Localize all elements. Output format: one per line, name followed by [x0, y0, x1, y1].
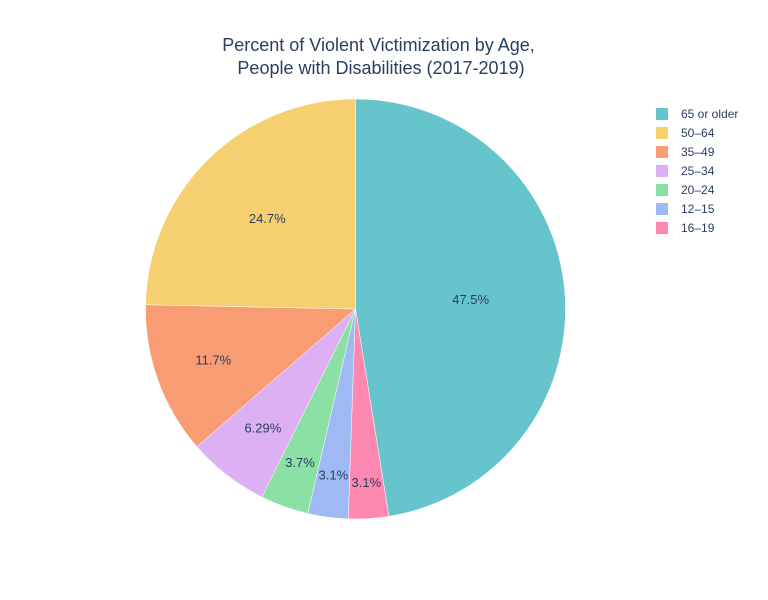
- legend-item-20-24[interactable]: 20–24: [656, 183, 715, 197]
- legend-swatch: [656, 127, 668, 139]
- legend-item-25-34[interactable]: 25–34: [656, 164, 715, 178]
- legend-item-50-64[interactable]: 50–64: [656, 126, 715, 140]
- legend-swatch: [656, 165, 668, 177]
- pie-label-12-15: 3.1%: [319, 468, 349, 483]
- pie-label-65-or-older: 47.5%: [452, 292, 489, 307]
- pie-label-16-19: 3.1%: [352, 475, 382, 490]
- legend-swatch: [656, 146, 668, 158]
- legend-label: 20–24: [681, 183, 715, 197]
- legend-item-65-or-older[interactable]: 65 or older: [656, 107, 738, 121]
- pie-label-50-64: 24.7%: [249, 211, 286, 226]
- legend-label: 50–64: [681, 126, 715, 140]
- legend-item-35-49[interactable]: 35–49: [656, 145, 715, 159]
- legend-swatch: [656, 222, 668, 234]
- legend-label: 12–15: [681, 202, 715, 216]
- pie-slice-65-or-older[interactable]: [355, 98, 566, 517]
- legend-label: 65 or older: [681, 107, 738, 121]
- pie-slice-35-49[interactable]: [145, 304, 357, 447]
- chart-title-line-2: People with Disabilities (2017-2019): [237, 58, 524, 78]
- legend: 65 or older 50–64 35–49 25–34 20–24 12–15 16–1…: [656, 107, 738, 235]
- pie-label-20-24: 3.7%: [285, 455, 315, 470]
- pie-slice-labels: 47.5% 3.1%3.1% 3.7% 6.29% 11.7% 24.7%: [195, 211, 489, 490]
- pie-slice-50-64[interactable]: [145, 98, 356, 310]
- chart-title-line-1: Percent of Violent Victimization by Age,: [222, 35, 535, 55]
- legend-item-12-15[interactable]: 12–15: [656, 202, 715, 216]
- pie-label-35-49: 11.7%: [195, 352, 231, 367]
- legend-item-16-19[interactable]: 16–19: [656, 221, 715, 235]
- chart-title: Percent of Violent Victimization by Age,…: [222, 35, 540, 78]
- legend-label: 16–19: [681, 221, 715, 235]
- pie-label-25-34: 6.29%: [244, 421, 281, 436]
- legend-swatch: [656, 184, 668, 196]
- legend-swatch: [656, 108, 668, 120]
- legend-label: 35–49: [681, 145, 715, 159]
- legend-swatch: [656, 203, 668, 215]
- pie-slices: [145, 98, 566, 520]
- legend-label: 25–34: [681, 164, 715, 178]
